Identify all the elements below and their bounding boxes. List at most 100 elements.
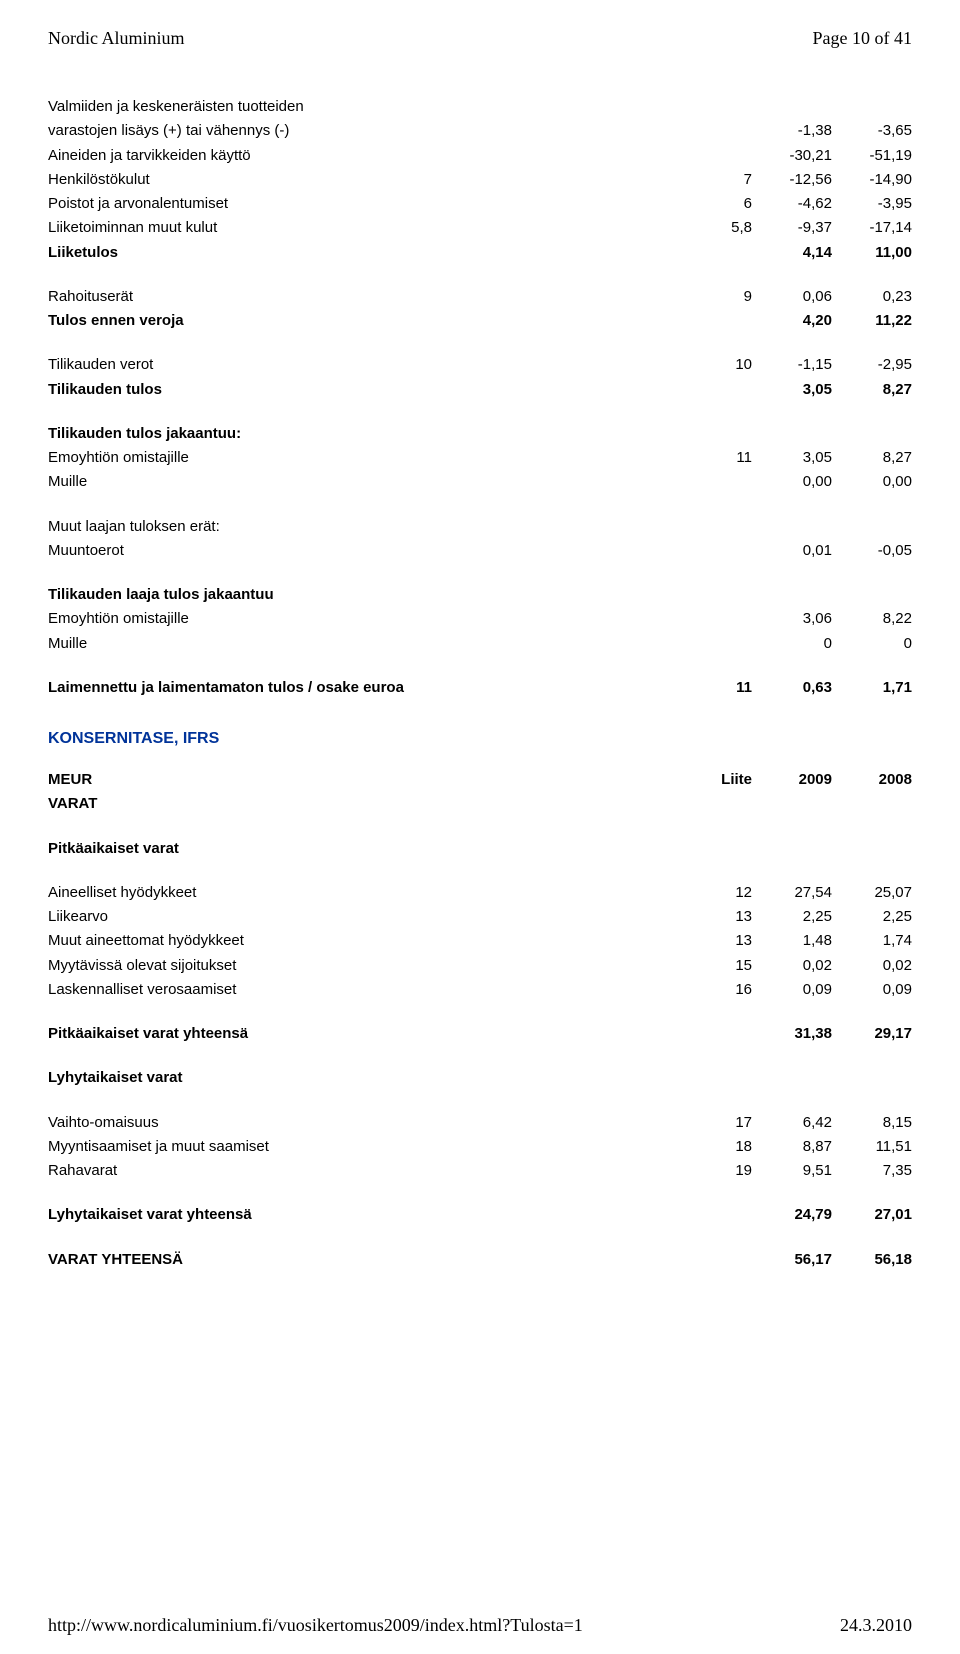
row-value-2: 56,18 <box>832 1248 912 1272</box>
row-value-1: 3,05 <box>752 446 832 470</box>
table-row: MEURLiite20092008 <box>48 768 912 792</box>
spacer-cell <box>48 1228 912 1248</box>
row-value-2 <box>832 792 912 816</box>
row-value-2 <box>832 422 912 446</box>
row-value-1: 0,09 <box>752 978 832 1002</box>
row-note <box>692 1248 752 1272</box>
row-value-1: 0,00 <box>752 470 832 494</box>
row-value-1: 56,17 <box>752 1248 832 1272</box>
row-value-2: -14,90 <box>832 168 912 192</box>
row-value-1: 1,48 <box>752 929 832 953</box>
row-value-2 <box>832 583 912 607</box>
row-value-2: 8,22 <box>832 607 912 631</box>
row-value-2: -0,05 <box>832 539 912 563</box>
row-note: 10 <box>692 353 752 377</box>
row-label: Tilikauden verot <box>48 353 692 377</box>
row-note <box>692 607 752 631</box>
table-row: VARAT <box>48 792 912 816</box>
row-label: Rahavarat <box>48 1159 692 1183</box>
row-value-2: 0,23 <box>832 285 912 309</box>
row-note: 9 <box>692 285 752 309</box>
table-row: Emoyhtiön omistajille113,058,27 <box>48 446 912 470</box>
row-note: 11 <box>692 676 752 700</box>
spacer-cell <box>48 402 912 422</box>
row-label: Pitkäaikaiset varat yhteensä <box>48 1022 692 1046</box>
row-value-2: 8,15 <box>832 1111 912 1135</box>
table-row: Rahoituserät90,060,23 <box>48 285 912 309</box>
top-header-bar: Nordic Aluminium Page 10 of 41 <box>48 28 912 49</box>
row-value-1 <box>752 95 832 119</box>
table-row: Muille00 <box>48 632 912 656</box>
spacer-cell <box>48 1183 912 1203</box>
row-label: Rahoituserät <box>48 285 692 309</box>
row-value-1 <box>752 583 832 607</box>
row-value-2: 1,71 <box>832 676 912 700</box>
row-label: Myyntisaamiset ja muut saamiset <box>48 1135 692 1159</box>
row-note <box>692 95 752 119</box>
row-value-2: 1,74 <box>832 929 912 953</box>
footer-url: http://www.nordicaluminium.fi/vuosikerto… <box>48 1615 583 1636</box>
row-note <box>692 470 752 494</box>
row-value-2: -17,14 <box>832 216 912 240</box>
row-note <box>692 539 752 563</box>
table-row <box>48 333 912 353</box>
row-label: Vaihto-omaisuus <box>48 1111 692 1135</box>
row-note <box>692 1066 752 1090</box>
row-value-2: 0,00 <box>832 470 912 494</box>
row-label: MEUR <box>48 768 692 792</box>
row-note: 19 <box>692 1159 752 1183</box>
row-note: 15 <box>692 954 752 978</box>
row-value-2: -3,95 <box>832 192 912 216</box>
row-value-1: -1,15 <box>752 353 832 377</box>
table-row <box>48 265 912 285</box>
row-value-1 <box>752 837 832 861</box>
table-row: Muuntoerot0,01-0,05 <box>48 539 912 563</box>
row-label: Tilikauden laaja tulos jakaantuu <box>48 583 692 607</box>
page-number: Page 10 of 41 <box>813 28 912 49</box>
table-row <box>48 1046 912 1066</box>
row-note <box>692 1203 752 1227</box>
row-note: 7 <box>692 168 752 192</box>
row-label: VARAT YHTEENSÄ <box>48 1248 692 1272</box>
table-row: VARAT YHTEENSÄ 56,1756,18 <box>48 1248 912 1272</box>
row-label: Tilikauden tulos <box>48 378 692 402</box>
table-row: varastojen lisäys (+) tai vähennys (-)-1… <box>48 119 912 143</box>
row-note <box>692 378 752 402</box>
row-value-1: -30,21 <box>752 144 832 168</box>
table-row: Aineiden ja tarvikkeiden käyttö-30,21-51… <box>48 144 912 168</box>
table-row: Rahavarat199,517,35 <box>48 1159 912 1183</box>
row-value-1: 2,25 <box>752 905 832 929</box>
row-value-1: -9,37 <box>752 216 832 240</box>
table-row: Muut laajan tuloksen erät: <box>48 515 912 539</box>
spacer-cell <box>48 1091 912 1111</box>
row-value-2: 7,35 <box>832 1159 912 1183</box>
row-value-2: 8,27 <box>832 378 912 402</box>
row-label: Laskennalliset verosaamiset <box>48 978 692 1002</box>
row-value-2 <box>832 837 912 861</box>
row-label: Muut laajan tuloksen erät: <box>48 515 692 539</box>
row-note: 12 <box>692 881 752 905</box>
row-label: Liiketoiminnan muut kulut <box>48 216 692 240</box>
row-value-1: 0 <box>752 632 832 656</box>
row-value-1: 2009 <box>752 768 832 792</box>
row-value-1: 24,79 <box>752 1203 832 1227</box>
row-value-2: 8,27 <box>832 446 912 470</box>
table-row: Tilikauden tulos jakaantuu: <box>48 422 912 446</box>
row-value-2 <box>832 95 912 119</box>
spacer-cell <box>48 333 912 353</box>
table-row: Lyhytaikaiset varat <box>48 1066 912 1090</box>
row-value-1: -1,38 <box>752 119 832 143</box>
spacer-cell <box>48 1002 912 1022</box>
table-row <box>48 817 912 837</box>
row-value-1: 6,42 <box>752 1111 832 1135</box>
table-row <box>48 861 912 881</box>
table-row: Muut aineettomat hyödykkeet131,481,74 <box>48 929 912 953</box>
table-row <box>48 656 912 676</box>
row-note: 11 <box>692 446 752 470</box>
row-note: 13 <box>692 929 752 953</box>
row-label: Liiketulos <box>48 241 692 265</box>
table-row: Henkilöstökulut7-12,56-14,90 <box>48 168 912 192</box>
row-value-1: 0,63 <box>752 676 832 700</box>
balance-sheet-table: MEURLiite20092008VARAT Pitkäaikaiset vara… <box>48 768 912 1272</box>
table-row: Emoyhtiön omistajille3,068,22 <box>48 607 912 631</box>
